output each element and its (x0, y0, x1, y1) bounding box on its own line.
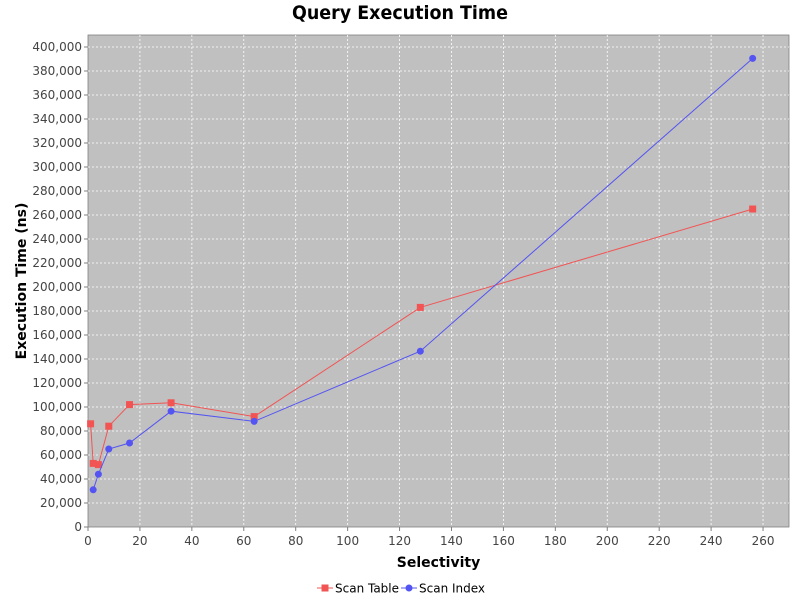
y-tick-label: 360,000 (32, 88, 82, 102)
axes: 0 20,000 40,000 60,000 80,000 100,000 120,000 1… (32, 40, 774, 548)
x-tick-label: 40 (184, 534, 199, 548)
x-tick-label: 120 (388, 534, 411, 548)
x-tick-label: 180 (544, 534, 567, 548)
y-axis-label: Execution Time (ns) (14, 203, 30, 360)
series-1 (89, 54, 757, 494)
legend-marker (321, 584, 329, 592)
data-point (94, 470, 102, 478)
legend-item: Scan Index (401, 582, 485, 596)
legend: Scan Table Scan Index (317, 582, 485, 596)
legend-label: Scan Index (419, 582, 485, 596)
data-point (167, 407, 175, 415)
data-point (167, 399, 175, 407)
data-point (105, 445, 113, 453)
x-tick-label: 20 (132, 534, 147, 548)
y-tick-label: 0 (74, 520, 82, 534)
y-tick-label: 180,000 (32, 304, 82, 318)
y-tick-label: 400,000 (32, 40, 82, 54)
data-point (89, 486, 97, 494)
x-tick-label: 240 (700, 534, 723, 548)
x-tick-label: 200 (596, 534, 619, 548)
y-tick-label: 40,000 (40, 472, 82, 486)
data-point (105, 422, 113, 430)
data-point (250, 413, 258, 421)
x-tick-label: 0 (84, 534, 92, 548)
data-point (416, 303, 424, 311)
x-axis-label: Selectivity (397, 555, 480, 571)
y-tick-label: 240,000 (32, 232, 82, 246)
data-point (94, 461, 102, 469)
data-point (126, 439, 134, 447)
data-point (250, 417, 258, 425)
y-tick-label: 340,000 (32, 112, 82, 126)
y-tick-label: 380,000 (32, 64, 82, 78)
legend-label: Scan Table (335, 582, 399, 596)
grid-lines (88, 35, 789, 527)
data-point (749, 205, 757, 213)
legend-marker (405, 584, 413, 592)
data-point (416, 347, 424, 355)
y-tick-label: 280,000 (32, 184, 82, 198)
y-tick-label: 100,000 (32, 400, 82, 414)
y-tick-label: 200,000 (32, 280, 82, 294)
y-tick-label: 140,000 (32, 352, 82, 366)
series-0 (87, 205, 757, 469)
x-tick-label: 140 (440, 534, 463, 548)
y-tick-label: 320,000 (32, 136, 82, 150)
data-point (87, 420, 95, 428)
y-tick-label: 300,000 (32, 160, 82, 174)
x-tick-label: 60 (236, 534, 251, 548)
data-point (126, 401, 134, 409)
legend-item: Scan Table (317, 582, 399, 596)
x-tick-label: 80 (288, 534, 303, 548)
series-line (92, 58, 754, 490)
y-tick-label: 120,000 (32, 376, 82, 390)
x-tick-label: 160 (492, 534, 515, 548)
y-tick-label: 220,000 (32, 256, 82, 270)
y-tick-label: 260,000 (32, 208, 82, 222)
x-tick-label: 100 (336, 534, 359, 548)
y-tick-label: 60,000 (40, 448, 82, 462)
y-tick-label: 80,000 (40, 424, 82, 438)
y-tick-label: 160,000 (32, 328, 82, 342)
y-tick-label: 20,000 (40, 496, 82, 510)
x-tick-label: 220 (648, 534, 671, 548)
data-point (89, 459, 97, 467)
chart-title: Query Execution Time (291, 2, 508, 24)
x-tick-label: 260 (752, 534, 775, 548)
plot-area (87, 34, 790, 528)
series-layer (87, 54, 757, 494)
data-point (749, 54, 757, 62)
